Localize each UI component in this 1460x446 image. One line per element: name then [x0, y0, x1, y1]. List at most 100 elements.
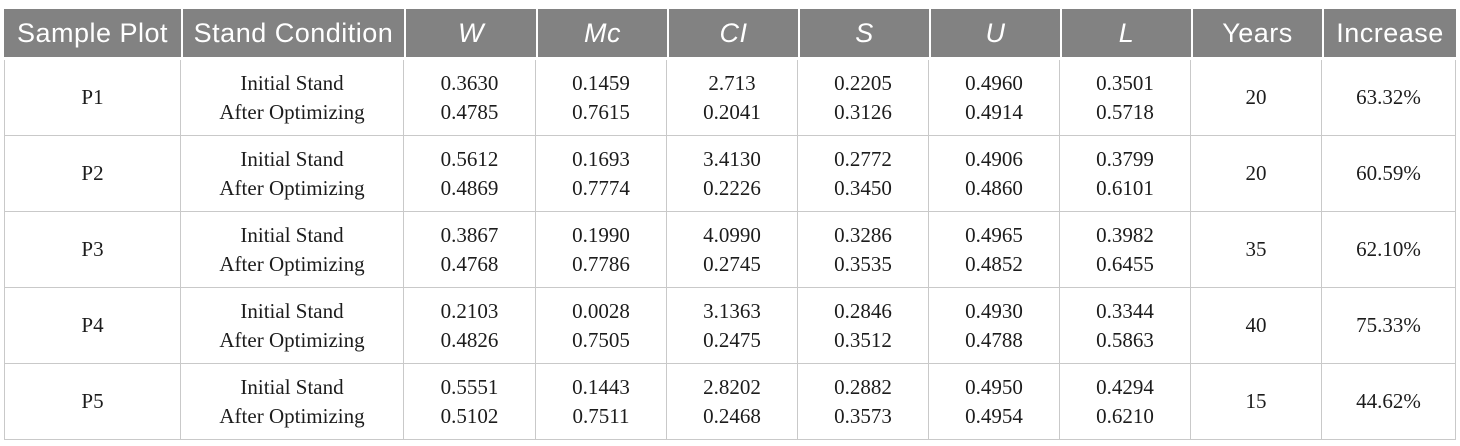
w-value-cell-initial: 0.3867	[440, 222, 499, 247]
table-row-p1: P1 Initial Stand After Optimizing 0.3630 0.4…	[4, 60, 1456, 136]
u-value-cell-initial: 0.4950	[965, 374, 1023, 399]
table-body: P1 Initial Stand After Optimizing 0.3630 0.4…	[4, 60, 1456, 440]
s-value-cell: 0.2772 0.3450	[798, 136, 929, 212]
mc-value-cell-initial: 0.1443	[572, 374, 630, 399]
l-value-cell: 0.3344 0.5863	[1060, 288, 1191, 364]
w-value-cell-after: 0.4785	[440, 99, 499, 124]
s-value-cell: 0.2205 0.3126	[798, 60, 929, 136]
u-value-cell-after: 0.4788	[965, 327, 1023, 352]
u-value-cell: 0.4960 0.4914	[929, 60, 1060, 136]
column-header-w: W	[404, 9, 536, 60]
ci-value-cell-after: 0.2475	[703, 327, 761, 352]
stand-condition-cell-initial: Initial Stand	[240, 374, 344, 399]
s-value-cell: 0.2846 0.3512	[798, 288, 929, 364]
mc-value-cell-initial: 0.1693	[572, 146, 630, 171]
sample-plot-cell: P1	[4, 60, 181, 136]
ci-value-cell-initial: 4.0990	[703, 222, 761, 247]
stand-condition-cell-initial: Initial Stand	[240, 298, 344, 323]
years-cell: 35	[1191, 212, 1322, 288]
l-value-cell-initial: 0.4294	[1096, 374, 1154, 399]
table-row-p5: P5 Initial Stand After Optimizing 0.5551 0.5…	[4, 364, 1456, 440]
l-value-cell-after: 0.6210	[1096, 403, 1154, 428]
u-value-cell-initial: 0.4906	[965, 146, 1023, 171]
u-value-cell-after: 0.4852	[965, 251, 1023, 276]
s-value-cell-initial: 0.2882	[834, 374, 892, 399]
years-cell: 20	[1191, 136, 1322, 212]
ci-value-cell-after: 0.2041	[703, 99, 761, 124]
mc-value-cell-after: 0.7505	[572, 327, 630, 352]
ci-value-cell-after: 0.2745	[703, 251, 761, 276]
w-value-cell: 0.2103 0.4826	[404, 288, 536, 364]
stand-condition-cell-after: After Optimizing	[219, 327, 365, 352]
s-value-cell: 0.3286 0.3535	[798, 212, 929, 288]
ci-value-cell-after: 0.2226	[703, 175, 761, 200]
u-value-cell-initial: 0.4960	[965, 70, 1023, 95]
table-row-p2: P2 Initial Stand After Optimizing 0.5612 0.4…	[4, 136, 1456, 212]
years-cell: 20	[1191, 60, 1322, 136]
s-value-cell-after: 0.3126	[834, 99, 892, 124]
u-value-cell: 0.4950 0.4954	[929, 364, 1060, 440]
mc-value-cell-after: 0.7786	[572, 251, 630, 276]
sample-plot-cell: P2	[4, 136, 181, 212]
l-value-cell: 0.3501 0.5718	[1060, 60, 1191, 136]
increase-cell: 62.10%	[1322, 212, 1456, 288]
column-header-sample-plot: Sample Plot	[4, 9, 181, 60]
stand-condition-cell-initial: Initial Stand	[240, 70, 344, 95]
stand-condition-cell-initial: Initial Stand	[240, 146, 344, 171]
stand-condition-cell: Initial Stand After Optimizing	[181, 136, 404, 212]
increase-cell: 63.32%	[1322, 60, 1456, 136]
w-value-cell: 0.3867 0.4768	[404, 212, 536, 288]
w-value-cell-after: 0.5102	[440, 403, 499, 428]
mc-value-cell: 0.1459 0.7615	[536, 60, 667, 136]
column-header-s: S	[798, 9, 929, 60]
s-value-cell: 0.2882 0.3573	[798, 364, 929, 440]
u-value-cell-after: 0.4860	[965, 175, 1023, 200]
s-value-cell-after: 0.3535	[834, 251, 892, 276]
w-value-cell-initial: 0.3630	[440, 70, 499, 95]
column-header-l: L	[1060, 9, 1191, 60]
u-value-cell-after: 0.4954	[965, 403, 1023, 428]
mc-value-cell: 0.1990 0.7786	[536, 212, 667, 288]
years-cell: 15	[1191, 364, 1322, 440]
l-value-cell-initial: 0.3982	[1096, 222, 1154, 247]
table-row-p3: P3 Initial Stand After Optimizing 0.3867 0.4…	[4, 212, 1456, 288]
l-value-cell: 0.4294 0.6210	[1060, 364, 1191, 440]
ci-value-cell: 2.8202 0.2468	[667, 364, 798, 440]
column-header-years: Years	[1191, 9, 1322, 60]
mc-value-cell-initial: 0.1990	[572, 222, 630, 247]
stand-optimization-table: Sample Plot Stand Condition W Mc CI S U L Years I…	[4, 9, 1456, 440]
mc-value-cell-initial: 0.0028	[572, 298, 630, 323]
l-value-cell: 0.3799 0.6101	[1060, 136, 1191, 212]
l-value-cell-initial: 0.3501	[1096, 70, 1154, 95]
w-value-cell: 0.3630 0.4785	[404, 60, 536, 136]
s-value-cell-after: 0.3573	[834, 403, 892, 428]
w-value-cell-initial: 0.5612	[440, 146, 499, 171]
l-value-cell-after: 0.5718	[1096, 99, 1154, 124]
l-value-cell-after: 0.6455	[1096, 251, 1154, 276]
mc-value-cell-initial: 0.1459	[572, 70, 630, 95]
mc-value-cell: 0.1693 0.7774	[536, 136, 667, 212]
stand-condition-cell: Initial Stand After Optimizing	[181, 364, 404, 440]
mc-value-cell: 0.0028 0.7505	[536, 288, 667, 364]
stand-condition-cell: Initial Stand After Optimizing	[181, 60, 404, 136]
sample-plot-cell: P5	[4, 364, 181, 440]
l-value-cell-initial: 0.3344	[1096, 298, 1154, 323]
u-value-cell: 0.4965 0.4852	[929, 212, 1060, 288]
stand-condition-cell-after: After Optimizing	[219, 251, 365, 276]
column-header-increase: Increase	[1322, 9, 1456, 60]
mc-value-cell-after: 0.7774	[572, 175, 630, 200]
table-row-p4: P4 Initial Stand After Optimizing 0.2103 0.4…	[4, 288, 1456, 364]
stand-condition-cell-initial: Initial Stand	[240, 222, 344, 247]
years-cell: 40	[1191, 288, 1322, 364]
increase-cell: 75.33%	[1322, 288, 1456, 364]
ci-value-cell: 2.713 0.2041	[667, 60, 798, 136]
s-value-cell-initial: 0.2772	[834, 146, 892, 171]
mc-value-cell-after: 0.7511	[572, 403, 630, 428]
l-value-cell-after: 0.6101	[1096, 175, 1154, 200]
ci-value-cell: 3.4130 0.2226	[667, 136, 798, 212]
mc-value-cell: 0.1443 0.7511	[536, 364, 667, 440]
w-value-cell-initial: 0.5551	[440, 374, 499, 399]
header-row: Sample Plot Stand Condition W Mc CI S U L Years I…	[4, 9, 1456, 60]
stand-condition-cell-after: After Optimizing	[219, 403, 365, 428]
